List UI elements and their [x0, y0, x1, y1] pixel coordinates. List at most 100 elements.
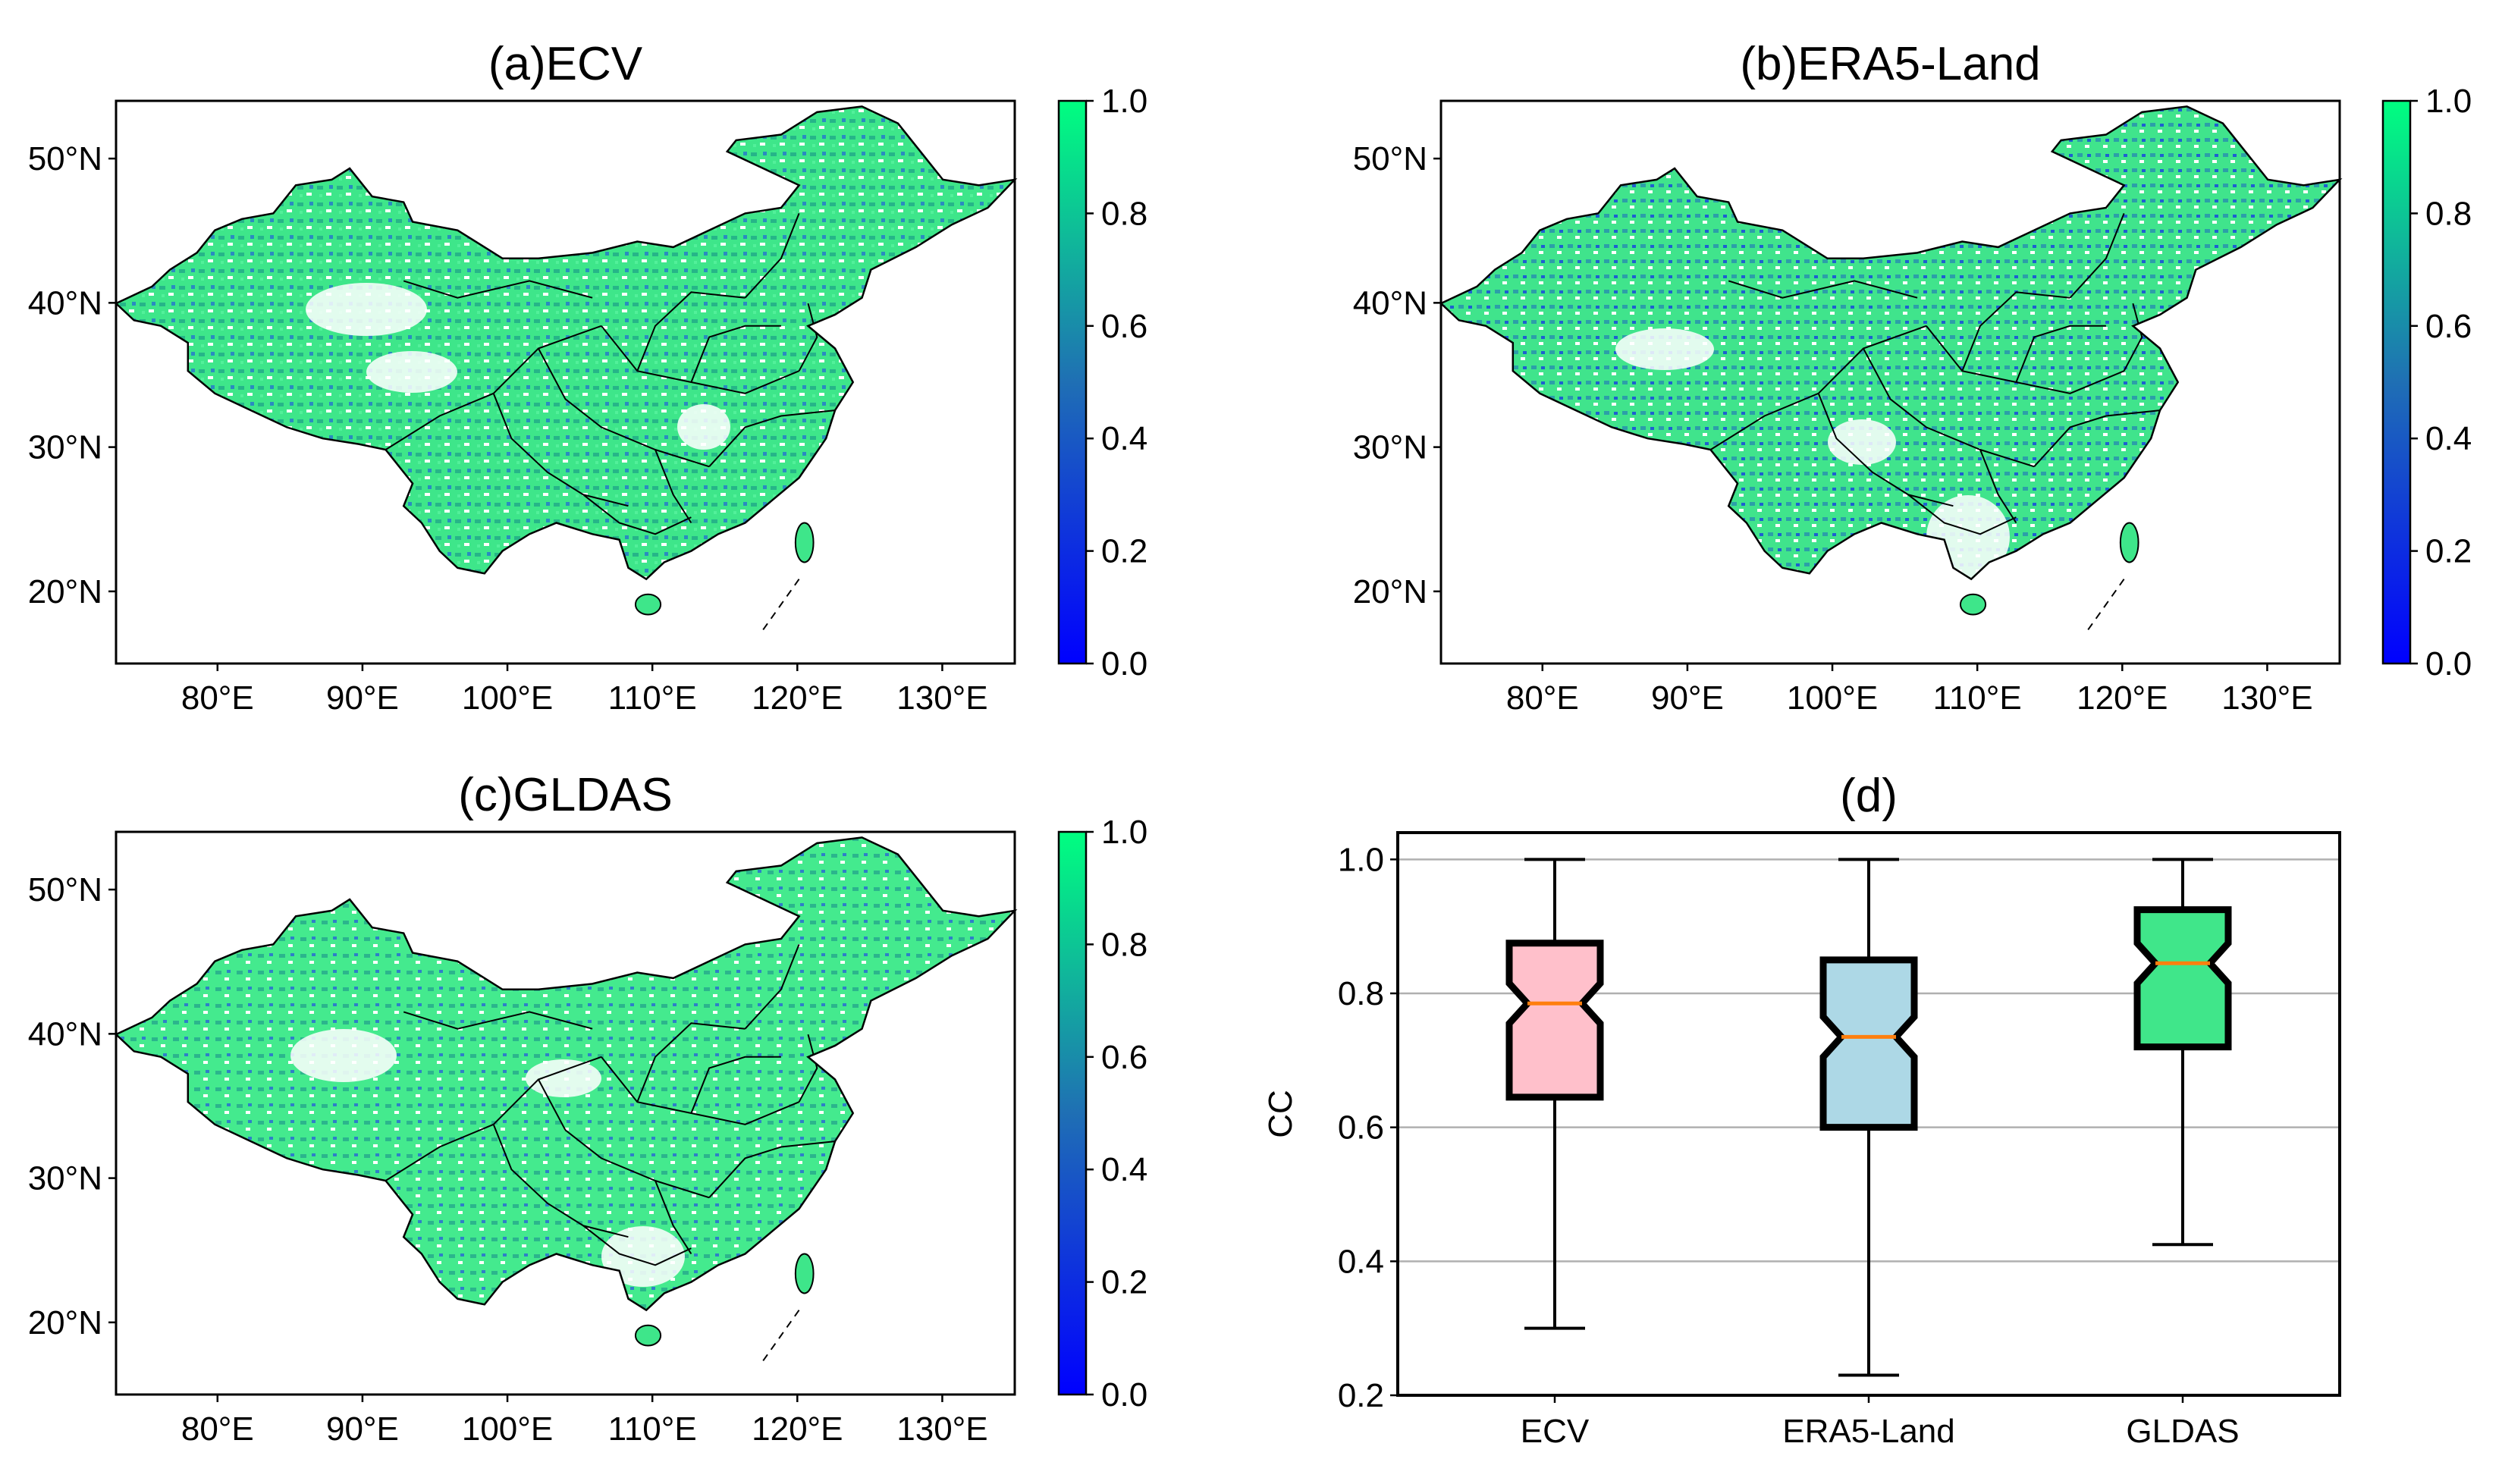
no-data-patch	[366, 351, 457, 393]
province-boundary	[798, 303, 818, 372]
province-boundary	[636, 1022, 746, 1103]
province-boundary	[690, 1056, 781, 1114]
y-axis-label: CC	[1262, 1090, 1299, 1138]
colorbar-gradient	[1057, 99, 1088, 665]
colorbar-tick-label: 0.8	[2425, 195, 2472, 232]
x-tick-label: 90°E	[326, 679, 399, 717]
x-tick-label: 80°E	[181, 679, 254, 717]
x-tick-label: 110°E	[608, 679, 697, 717]
island	[794, 1253, 815, 1294]
x-tick-label: 100°E	[462, 1410, 553, 1448]
province-boundary	[744, 213, 800, 299]
plot-frame	[115, 830, 1016, 1396]
island	[634, 593, 662, 616]
colorbar-gradient	[2381, 99, 2412, 665]
colorbar-tick-label: 0.6	[2425, 308, 2472, 345]
y-tick-label: 30°N	[1353, 429, 1427, 466]
colorbar: 1.0 0.8 0.6 0.4 0.2 0.0	[2381, 83, 2472, 682]
island	[634, 1324, 662, 1347]
province-boundary	[636, 291, 746, 372]
province-boundary	[403, 280, 593, 299]
no-data-patch	[905, 260, 973, 306]
x-tick-label: 100°E	[1787, 679, 1878, 717]
y-tick-label: 0.6	[1338, 1109, 1384, 1147]
x-tick-label: 90°E	[326, 1410, 399, 1448]
province-boundary	[2123, 303, 2143, 372]
y-tick-label: 40°N	[28, 284, 102, 322]
x-tick-label: 120°E	[752, 1410, 843, 1448]
box-gldas	[2133, 858, 2232, 1247]
y-tick-label: 20°N	[28, 1304, 102, 1341]
y-tick-label: 40°N	[28, 1015, 102, 1053]
box-body	[1505, 940, 1604, 1101]
x-tick-label: 90°E	[1651, 679, 1724, 717]
panel-title: (c)GLDAS	[458, 769, 672, 821]
province-boundary	[1907, 494, 2017, 535]
plot-frame	[1396, 831, 2341, 1397]
y-tick-label: 20°N	[28, 573, 102, 610]
y-tick-label: 30°N	[28, 429, 102, 466]
province-boundary	[538, 1079, 710, 1199]
province-boundary	[492, 393, 629, 507]
x-tick-label: 80°E	[181, 1410, 254, 1448]
x-tick-label: 130°E	[896, 679, 987, 717]
province-boundary	[798, 1034, 818, 1103]
y-tick-label: 50°N	[28, 140, 102, 177]
province-boundary	[582, 494, 692, 535]
panel-title: (d)	[1840, 770, 1898, 822]
plot-frame	[115, 99, 1016, 665]
no-data-patch	[1926, 495, 2010, 579]
x-tick-label: GLDAS	[2126, 1413, 2239, 1450]
island	[794, 522, 815, 563]
no-data-patch	[1615, 328, 1714, 370]
panel-title: (b)ERA5-Land	[1740, 38, 2040, 90]
nine-dash-line	[762, 1310, 800, 1362]
y-tick-label: 20°N	[1353, 573, 1427, 610]
colorbar-tick-label: 0.0	[1101, 645, 1147, 682]
y-tick-label: 50°N	[1353, 140, 1427, 177]
no-data-patch	[874, 1006, 935, 1059]
province-boundary	[708, 409, 836, 467]
province-boundary	[744, 944, 800, 1030]
x-tick-label: 120°E	[752, 679, 843, 717]
box-era5-land	[1819, 858, 1918, 1377]
province-boundary	[655, 1180, 692, 1255]
x-tick-label: 100°E	[462, 679, 553, 717]
colorbar-tick-label: 0.0	[2425, 645, 2472, 682]
country-outline	[1439, 105, 2343, 581]
province-boundary	[2015, 325, 2106, 383]
country-outline	[114, 836, 1018, 1312]
land-fill	[1441, 106, 2340, 579]
box-ecv	[1505, 858, 1604, 1330]
panel-title: (a)ECV	[488, 38, 643, 90]
colorbar-tick-label: 0.2	[1101, 1264, 1147, 1301]
no-data-patch	[677, 404, 730, 450]
y-tick-label: 1.0	[1338, 841, 1384, 878]
province-boundary	[1728, 280, 1918, 299]
island	[2119, 522, 2139, 563]
province-boundary	[690, 325, 781, 383]
colorbar-tick-label: 1.0	[1101, 814, 1147, 851]
province-boundary	[1817, 393, 1954, 507]
colorbar-tick-label: 0.2	[1101, 533, 1147, 570]
x-tick-label: ERA5-Land	[1782, 1413, 1954, 1450]
y-tick-label: 50°N	[28, 871, 102, 908]
y-tick-label: 0.8	[1338, 975, 1384, 1012]
no-data-patch	[290, 1029, 397, 1082]
colorbar-tick-label: 0.4	[1101, 1151, 1147, 1188]
y-tick-label: 0.4	[1338, 1243, 1384, 1280]
box-body	[2133, 906, 2232, 1051]
country-outline	[114, 105, 1018, 581]
x-tick-label: 120°E	[2077, 679, 2168, 717]
colorbar-tick-label: 1.0	[2425, 83, 2472, 120]
island	[1959, 593, 1987, 616]
colorbar: 1.0 0.8 0.6 0.4 0.2 0.0	[1057, 83, 1147, 682]
no-data-patch	[2306, 336, 2340, 374]
map-panel-a: (a)ECV 80°E 90°E 100°E 110°E 120°E 130°E 50°N 40…	[28, 38, 1147, 717]
colorbar-tick-label: 0.6	[1101, 308, 1147, 345]
colorbar-tick-label: 1.0	[1101, 83, 1147, 120]
map-panel-c: (c)GLDAS 80°E 90°E 100°E 110°E 120°E 130°E 50°N…	[28, 769, 1147, 1448]
province-boundary	[1979, 449, 2017, 524]
province-boundary	[2033, 409, 2161, 467]
colorbar-gradient	[1057, 830, 1088, 1396]
